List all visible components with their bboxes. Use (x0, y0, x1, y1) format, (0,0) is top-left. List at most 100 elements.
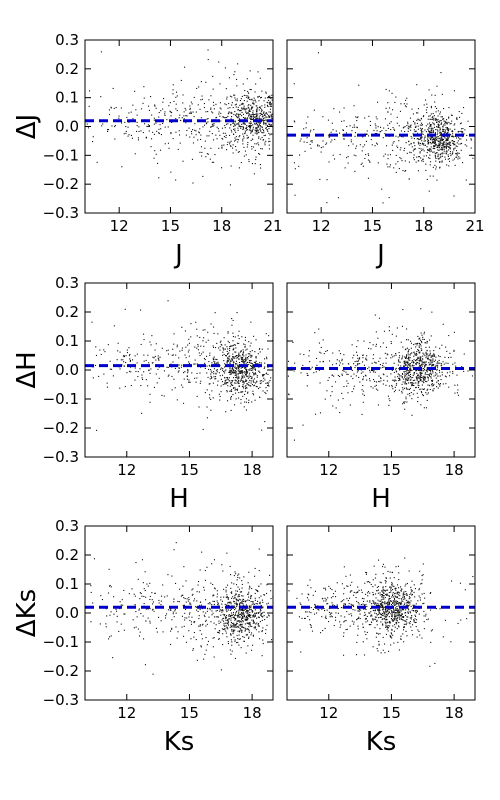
data-point (240, 367, 242, 369)
data-point (197, 610, 199, 612)
data-point (240, 602, 242, 604)
data-point (402, 389, 404, 391)
data-point (323, 600, 325, 602)
data-point (252, 113, 254, 115)
data-point (166, 119, 168, 121)
data-point (396, 620, 398, 622)
data-point (409, 368, 411, 370)
data-point (241, 111, 243, 113)
data-point (403, 402, 405, 404)
data-point (257, 117, 259, 119)
data-point (317, 144, 319, 146)
data-point (190, 111, 192, 113)
data-point (248, 591, 250, 593)
data-point (288, 590, 290, 592)
data-point (242, 377, 244, 379)
data-point (191, 589, 193, 591)
data-point (229, 373, 231, 375)
data-point (382, 362, 384, 364)
data-point (410, 379, 412, 381)
data-point (200, 601, 202, 603)
data-point (136, 616, 138, 618)
data-point (215, 373, 217, 375)
data-point (426, 371, 428, 373)
data-point (449, 147, 451, 149)
data-point (443, 150, 445, 152)
data-point (235, 99, 237, 101)
data-point (258, 597, 260, 599)
data-point (403, 596, 405, 598)
data-point (267, 602, 269, 604)
data-point (433, 124, 435, 126)
data-point (214, 628, 216, 630)
y-tick-label: −0.3 (43, 691, 79, 709)
data-point (419, 144, 421, 146)
data-point (366, 133, 368, 135)
data-point (422, 394, 424, 396)
data-point (220, 343, 222, 345)
data-point (432, 116, 434, 118)
data-point (238, 338, 240, 340)
data-point (239, 638, 241, 640)
data-point (191, 133, 193, 135)
data-point (356, 360, 358, 362)
data-point (213, 368, 215, 370)
data-point (404, 360, 406, 362)
data-point (219, 341, 221, 343)
data-point (229, 385, 231, 387)
data-point (415, 359, 417, 361)
data-point (444, 156, 446, 158)
data-point (190, 603, 192, 605)
data-point (238, 615, 240, 617)
data-point (426, 340, 428, 342)
data-point (219, 610, 221, 612)
data-point (435, 138, 437, 140)
data-point (446, 350, 448, 352)
data-point (229, 369, 231, 371)
data-point (419, 360, 421, 362)
data-point (457, 384, 459, 386)
data-point (121, 166, 123, 168)
data-point (392, 142, 394, 144)
data-point (141, 374, 143, 376)
data-point (421, 334, 423, 336)
data-point (251, 377, 253, 379)
data-point (396, 383, 398, 385)
data-point (221, 167, 223, 169)
data-point (429, 131, 431, 133)
data-point (245, 374, 247, 376)
data-point (391, 369, 393, 371)
data-point (265, 119, 267, 121)
data-point (423, 331, 425, 333)
data-point (241, 123, 243, 125)
data-point (247, 611, 249, 613)
data-point (399, 618, 401, 620)
data-point (229, 141, 231, 143)
data-point (391, 628, 393, 630)
data-point (374, 314, 376, 316)
data-point (438, 143, 440, 145)
data-point (424, 377, 426, 379)
data-point (233, 600, 235, 602)
data-point (247, 90, 249, 92)
data-point (216, 363, 218, 365)
data-point (241, 612, 243, 614)
data-point (186, 375, 188, 377)
data-point (140, 385, 142, 387)
data-point (401, 325, 403, 327)
data-point (309, 131, 311, 133)
scatter-points (288, 557, 475, 667)
data-point (432, 385, 434, 387)
data-point (137, 628, 139, 630)
data-point (314, 606, 316, 608)
data-point (407, 358, 409, 360)
data-point (213, 108, 215, 110)
data-point (221, 381, 223, 383)
data-point (245, 373, 247, 375)
data-point (162, 122, 164, 124)
data-point (423, 388, 425, 390)
data-point (252, 644, 254, 646)
data-point (448, 107, 450, 109)
data-point (241, 602, 243, 604)
data-point (203, 586, 205, 588)
